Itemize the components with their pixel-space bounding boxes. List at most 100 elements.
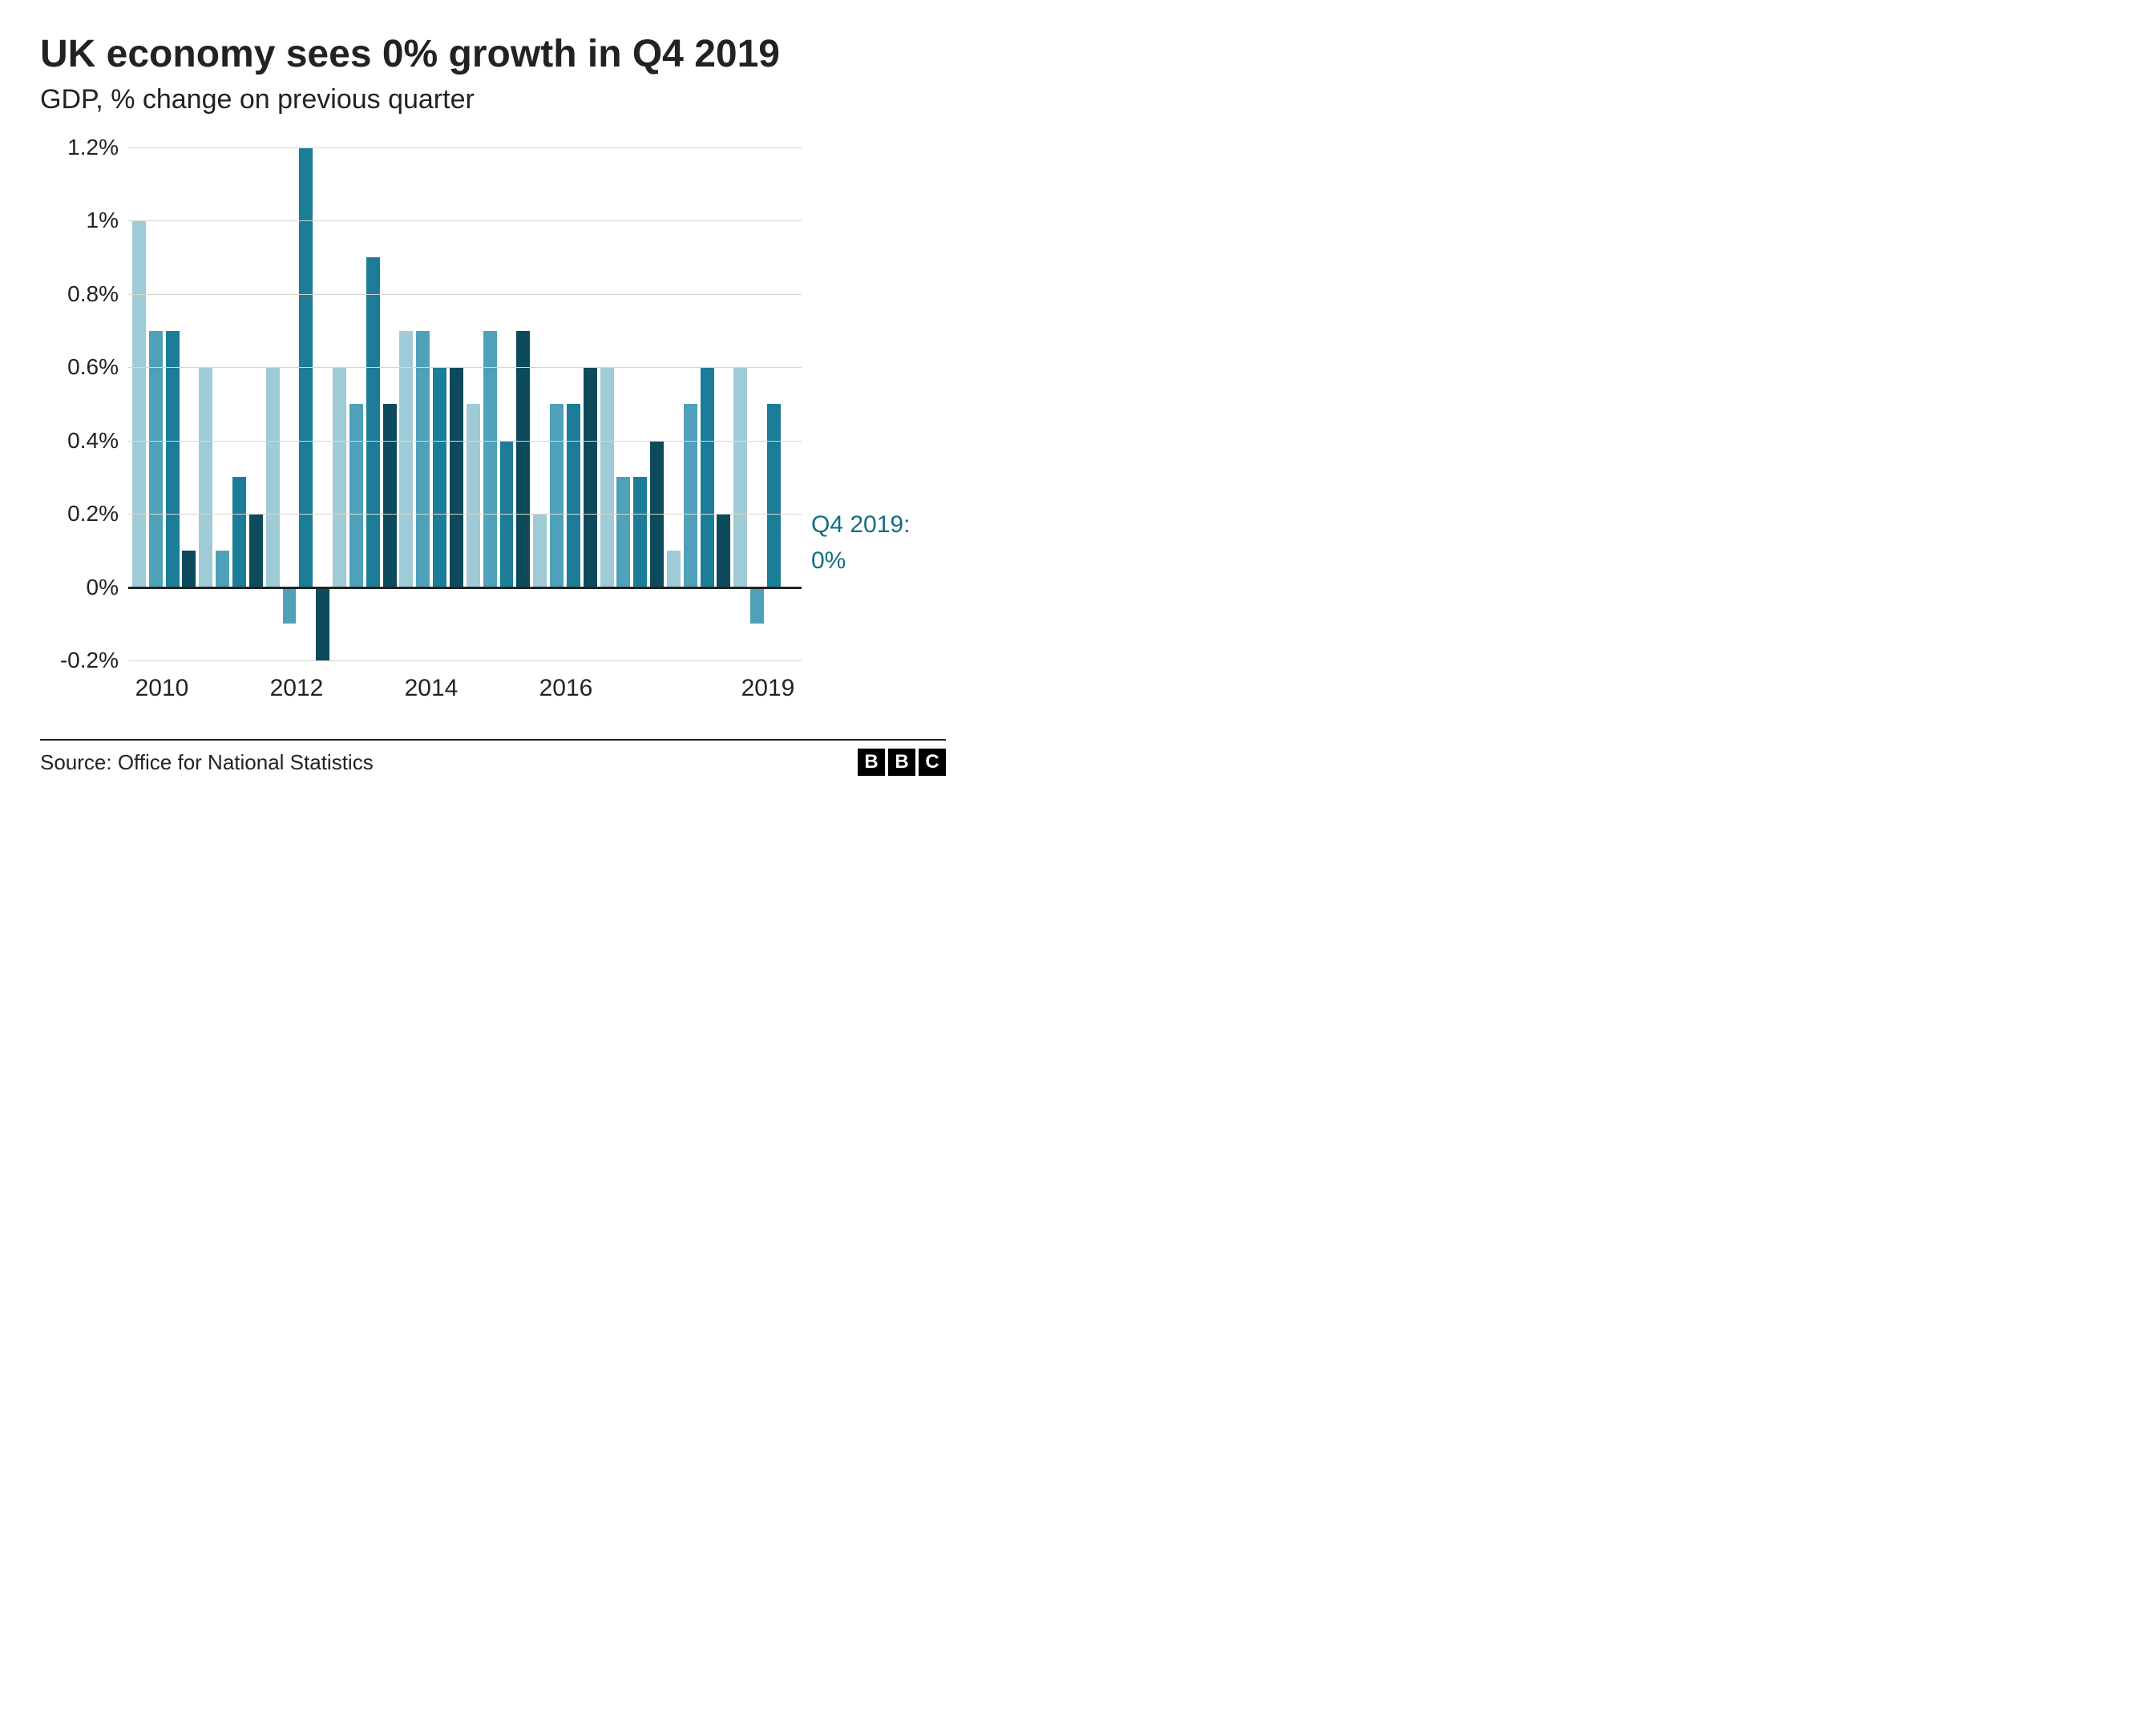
bar-slot	[315, 147, 330, 660]
y-tick-label: 0.4%	[67, 428, 119, 454]
bar	[383, 404, 397, 587]
bar	[600, 367, 614, 587]
plot-area	[128, 147, 802, 660]
bar-slot	[783, 147, 798, 660]
bar-slot	[449, 147, 464, 660]
bar-slot	[566, 147, 581, 660]
chart-subtitle: GDP, % change on previous quarter	[40, 84, 946, 115]
bar	[767, 404, 781, 587]
bar-slot	[683, 147, 698, 660]
bar-slot	[265, 147, 281, 660]
bar-slot	[733, 147, 748, 660]
gridline	[128, 294, 802, 295]
gridline	[128, 220, 802, 221]
annotation-line1: Q4 2019:	[811, 511, 910, 538]
x-axis: 2010 2012 2014 2016 2019	[128, 675, 802, 707]
y-tick-label: -0.2%	[60, 648, 119, 673]
x-tick-label: 2016	[539, 675, 593, 702]
y-tick-label: 0.6%	[67, 354, 119, 380]
bar	[516, 331, 530, 587]
bar-slot	[366, 147, 381, 660]
bar	[216, 551, 229, 587]
chart-container: UK economy sees 0% growth in Q4 2019 GDP…	[0, 0, 986, 800]
gridline	[128, 441, 802, 442]
y-tick-label: 0.8%	[67, 281, 119, 307]
bar	[333, 367, 346, 587]
bar-slot	[515, 147, 531, 660]
bar	[349, 404, 363, 587]
bar-slot	[148, 147, 164, 660]
bar	[616, 477, 630, 587]
bar	[266, 367, 280, 587]
bar-slot	[298, 147, 313, 660]
bars-layer	[128, 147, 802, 660]
annotation-panel: Q4 2019: 0%	[802, 147, 946, 660]
y-tick-label: 0%	[87, 575, 119, 600]
x-tick-label: 2012	[270, 675, 324, 702]
gridline	[128, 514, 802, 515]
bar-slot	[198, 147, 213, 660]
x-tick-label: 2010	[135, 675, 189, 702]
bar	[166, 331, 180, 587]
bar-slot	[282, 147, 297, 660]
zero-line	[128, 587, 802, 589]
bar-slot	[466, 147, 481, 660]
bar-slot	[215, 147, 230, 660]
bar-slot	[666, 147, 681, 660]
bar	[316, 587, 329, 660]
bar	[467, 404, 480, 587]
bar	[283, 587, 297, 624]
bar	[733, 367, 747, 587]
y-tick-label: 1%	[87, 208, 119, 233]
bar-slot	[432, 147, 447, 660]
x-tick-label: 2014	[405, 675, 459, 702]
bar	[633, 477, 647, 587]
bar	[416, 331, 430, 587]
bar-slot	[248, 147, 264, 660]
y-axis: -0.2%0%0.2%0.4%0.6%0.8%1%1.2%	[40, 147, 128, 660]
bar-slot	[700, 147, 715, 660]
bar	[684, 404, 697, 587]
bar-slot	[349, 147, 364, 660]
bar-slot	[182, 147, 197, 660]
bar-slot	[649, 147, 665, 660]
annotation-line2: 0%	[811, 547, 846, 574]
annotation-text: Q4 2019: 0%	[811, 507, 910, 579]
bar	[182, 551, 196, 587]
bar-slot	[332, 147, 347, 660]
bar	[366, 257, 380, 587]
source-text: Source: Office for National Statistics	[40, 750, 374, 775]
bar	[717, 514, 730, 587]
bar	[567, 404, 580, 587]
bar-slot	[600, 147, 615, 660]
bar	[132, 220, 146, 587]
bar	[550, 404, 564, 587]
bar-slot	[232, 147, 247, 660]
gridline	[128, 367, 802, 368]
bar	[667, 551, 681, 587]
bar	[232, 477, 246, 587]
chart-title: UK economy sees 0% growth in Q4 2019	[40, 32, 946, 76]
bar-slot	[549, 147, 564, 660]
x-tick-label: 2019	[741, 675, 795, 702]
footer: Source: Office for National Statistics B…	[40, 739, 946, 776]
bar-slot	[632, 147, 648, 660]
bar-slot	[399, 147, 414, 660]
bar	[399, 331, 413, 587]
bar	[750, 587, 764, 624]
bar-slot	[415, 147, 430, 660]
y-tick-label: 0.2%	[67, 501, 119, 527]
bbc-logo-letter: C	[919, 749, 946, 776]
bar-slot	[583, 147, 598, 660]
bar-slot	[766, 147, 782, 660]
bar	[584, 367, 597, 587]
bar-slot	[532, 147, 547, 660]
bbc-logo-letter: B	[888, 749, 915, 776]
y-tick-label: 1.2%	[67, 135, 119, 160]
bar	[483, 331, 497, 587]
bar-slot	[749, 147, 765, 660]
bar	[533, 514, 547, 587]
bar	[433, 367, 446, 587]
gridline	[128, 147, 802, 148]
bar-slot	[616, 147, 631, 660]
